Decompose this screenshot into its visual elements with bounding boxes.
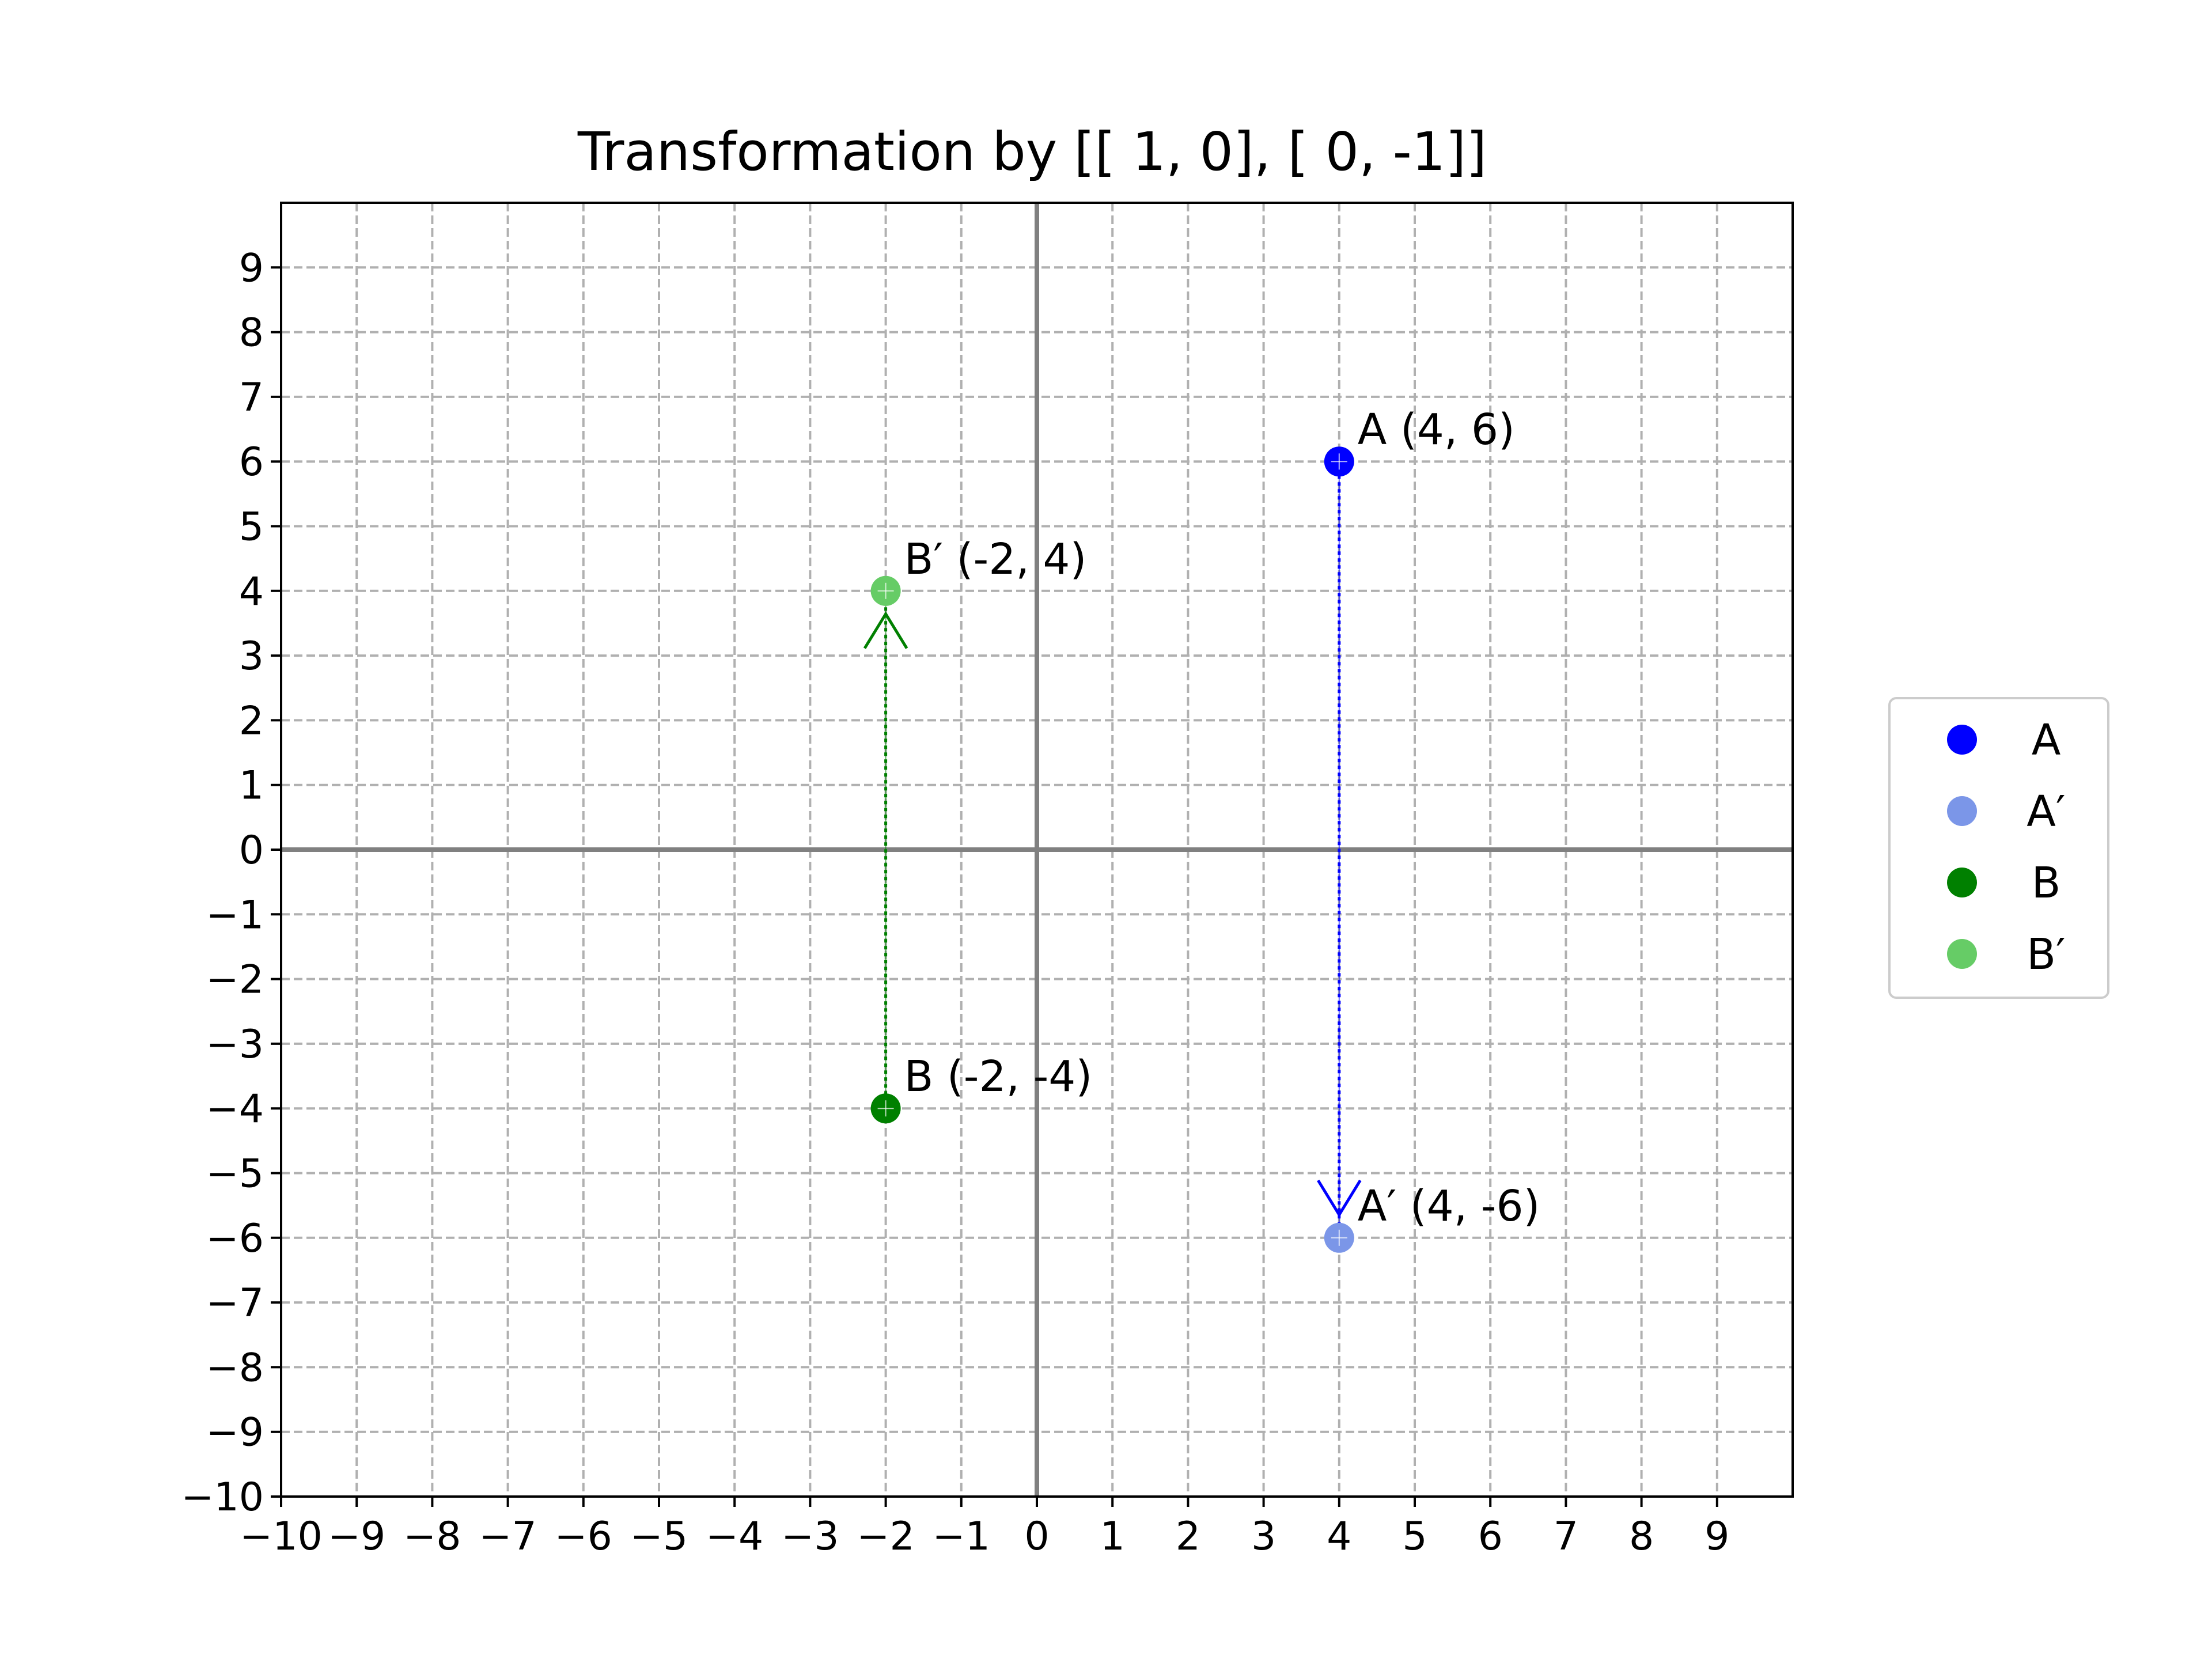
point-label: A (4, 6)	[1358, 405, 1515, 454]
y-tick-label: 5	[239, 505, 264, 550]
y-tick-label: 7	[239, 375, 264, 421]
y-tick-label: 3	[239, 634, 264, 679]
x-tick-label: −5	[630, 1514, 688, 1559]
y-tick-label: 8	[239, 310, 264, 356]
x-tick-label: 5	[1402, 1514, 1427, 1559]
point-label: B′ (-2, 4)	[904, 535, 1087, 584]
y-tick-label: −6	[206, 1216, 264, 1262]
legend-label: B′	[2027, 930, 2066, 979]
y-tick-label: 0	[239, 828, 264, 873]
transform-arrow-head	[1317, 1179, 1362, 1218]
x-tick-label: 0	[1024, 1514, 1049, 1559]
legend-box	[1888, 697, 2109, 999]
y-tick-label: −9	[206, 1410, 264, 1456]
legend-marker	[1947, 725, 1977, 755]
y-tick-label: −3	[206, 1022, 264, 1067]
y-tick-label: −8	[206, 1345, 264, 1391]
y-tick-label: 4	[239, 569, 264, 615]
x-tick-label: 2	[1176, 1514, 1200, 1559]
y-tick-label: 9	[239, 245, 264, 291]
x-tick-label: −9	[328, 1514, 385, 1559]
y-tick-label: 6	[239, 440, 264, 485]
x-tick-label: 6	[1478, 1514, 1503, 1559]
x-tick-label: −6	[555, 1514, 612, 1559]
x-tick-label: −10	[240, 1514, 323, 1559]
x-tick-label: 7	[1554, 1514, 1578, 1559]
y-tick-label: 2	[239, 698, 264, 744]
legend-marker	[1947, 939, 1977, 969]
chart-title: Transformation by [[ 1, 0], [ 0, -1]]	[577, 121, 1487, 183]
y-tick-label: 1	[239, 763, 264, 809]
y-tick-label: −1	[206, 892, 264, 938]
legend-marker	[1947, 796, 1977, 826]
legend-label: A′	[2027, 787, 2065, 836]
x-tick-label: −4	[706, 1514, 763, 1559]
y-tick-label: −10	[181, 1475, 264, 1520]
x-tick-label: −2	[857, 1514, 914, 1559]
x-tick-label: 9	[1705, 1514, 1729, 1559]
y-tick-label: −4	[206, 1086, 264, 1132]
transform-arrow-head	[863, 611, 908, 649]
legend-label: A	[2032, 715, 2061, 765]
x-tick-label: 4	[1327, 1514, 1351, 1559]
x-tick-label: 8	[1629, 1514, 1654, 1559]
point-label: B (-2, -4)	[904, 1052, 1093, 1101]
x-tick-label: −1	[933, 1514, 990, 1559]
legend: A A′ B B′	[1888, 697, 2109, 999]
x-tick-label: −8	[403, 1514, 461, 1559]
legend-label: B	[2032, 858, 2061, 908]
legend-marker	[1947, 868, 1977, 897]
y-tick-label: −5	[206, 1152, 264, 1197]
x-tick-label: 3	[1251, 1514, 1276, 1559]
x-tick-label: 1	[1100, 1514, 1125, 1559]
y-tick-label: −2	[206, 957, 264, 1003]
y-tick-label: −7	[206, 1281, 264, 1326]
x-tick-label: −7	[479, 1514, 536, 1559]
x-tick-label: −3	[781, 1514, 839, 1559]
plot-area: −10 −9 −8 −7 −6 −5 −4 −3 −2 −1 0 1 2 3 4 5 6 7 8 9−10−9−8−7…	[181, 202, 1794, 1559]
point-label: A′ (4, -6)	[1358, 1181, 1540, 1231]
